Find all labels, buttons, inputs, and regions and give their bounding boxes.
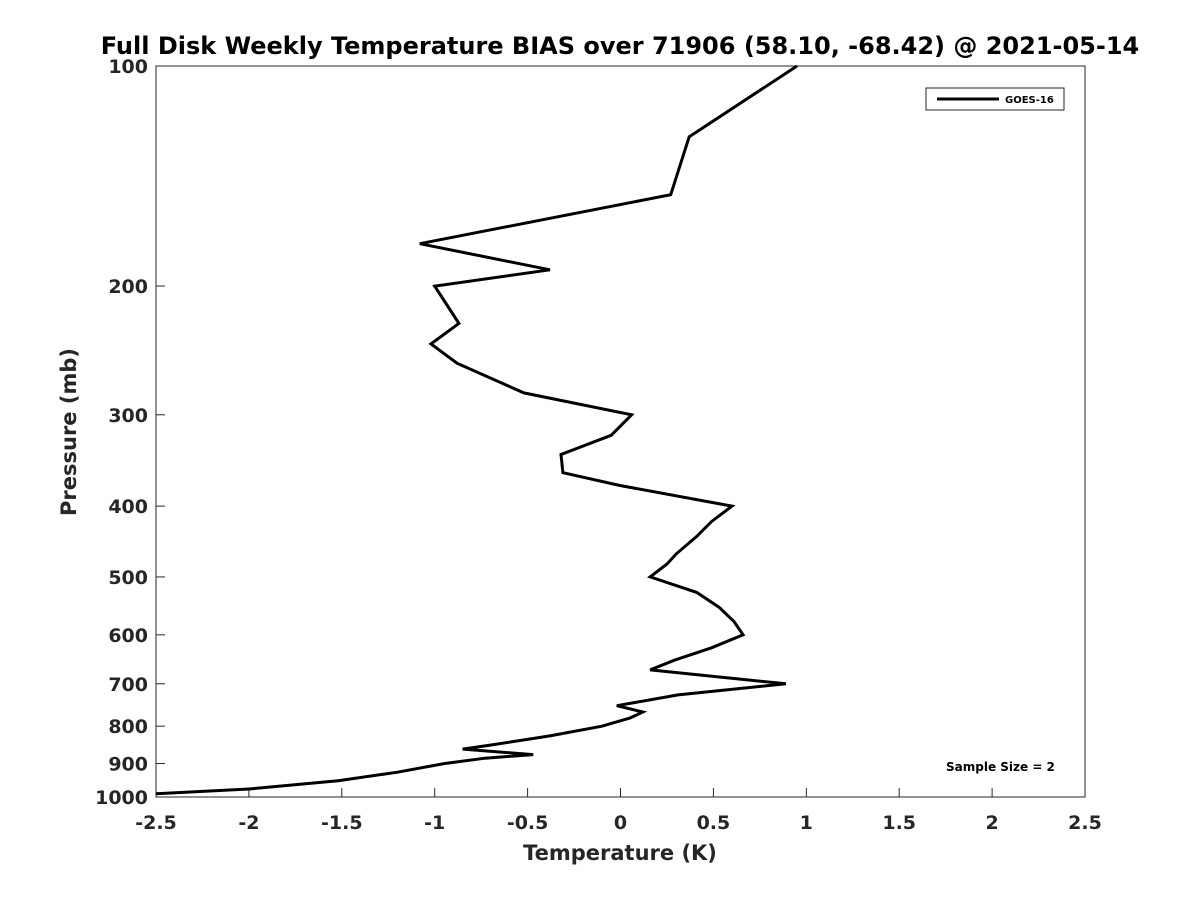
chart-title: Full Disk Weekly Temperature BIAS over 7… [101,32,1140,60]
x-tick-label: -2.5 [135,812,177,834]
y-tick-label: 900 [108,754,148,776]
x-tick-label: -1 [424,812,445,834]
x-tick-label: 0.5 [697,812,731,834]
y-axis: 100 200 300 400 500 600 700 800 900 1000 [95,56,165,809]
y-tick-label: 100 [108,56,148,78]
x-axis-label: Temperature (K) [523,841,717,865]
y-tick-label: 800 [108,716,148,738]
sample-size-annotation: Sample Size = 2 [946,760,1055,774]
y-tick-label: 700 [108,674,148,696]
y-axis-label: Pressure (mb) [57,348,81,516]
plot-area [155,65,1086,798]
y-tick-label: 300 [108,405,148,427]
x-tick-label: 1.5 [882,812,916,834]
x-tick-label: 2.5 [1068,812,1102,834]
legend-label: GOES-16 [1005,95,1054,106]
x-tick-label: -0.5 [507,812,549,834]
y-tick-label: 1000 [95,787,148,809]
series-line-goes16 [155,64,798,796]
x-tick-label: -2 [238,812,259,834]
x-axis: -2.5 -2 -1.5 -1 -0.5 0 0.5 1 1.5 2 2.5 [135,788,1102,834]
y-tick-label: 400 [108,496,148,518]
y-tick-label: 500 [108,567,148,589]
x-tick-label: 2 [985,812,998,834]
x-tick-label: 0 [614,812,627,834]
x-tick-label: -1.5 [321,812,363,834]
y-tick-label: 200 [108,276,148,298]
x-tick-label: 1 [800,812,813,834]
y-tick-label: 600 [108,625,148,647]
legend: GOES-16 [925,87,1065,111]
